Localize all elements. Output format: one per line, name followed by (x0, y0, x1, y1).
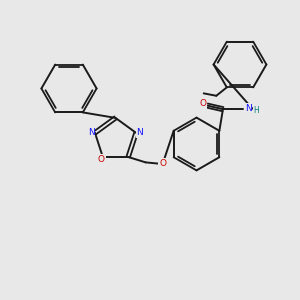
Text: N: N (88, 128, 95, 137)
Text: O: O (98, 155, 105, 164)
Text: H: H (254, 106, 259, 115)
Text: O: O (159, 159, 166, 168)
Text: N: N (136, 128, 143, 137)
Text: O: O (200, 99, 206, 108)
Text: N: N (245, 104, 251, 113)
